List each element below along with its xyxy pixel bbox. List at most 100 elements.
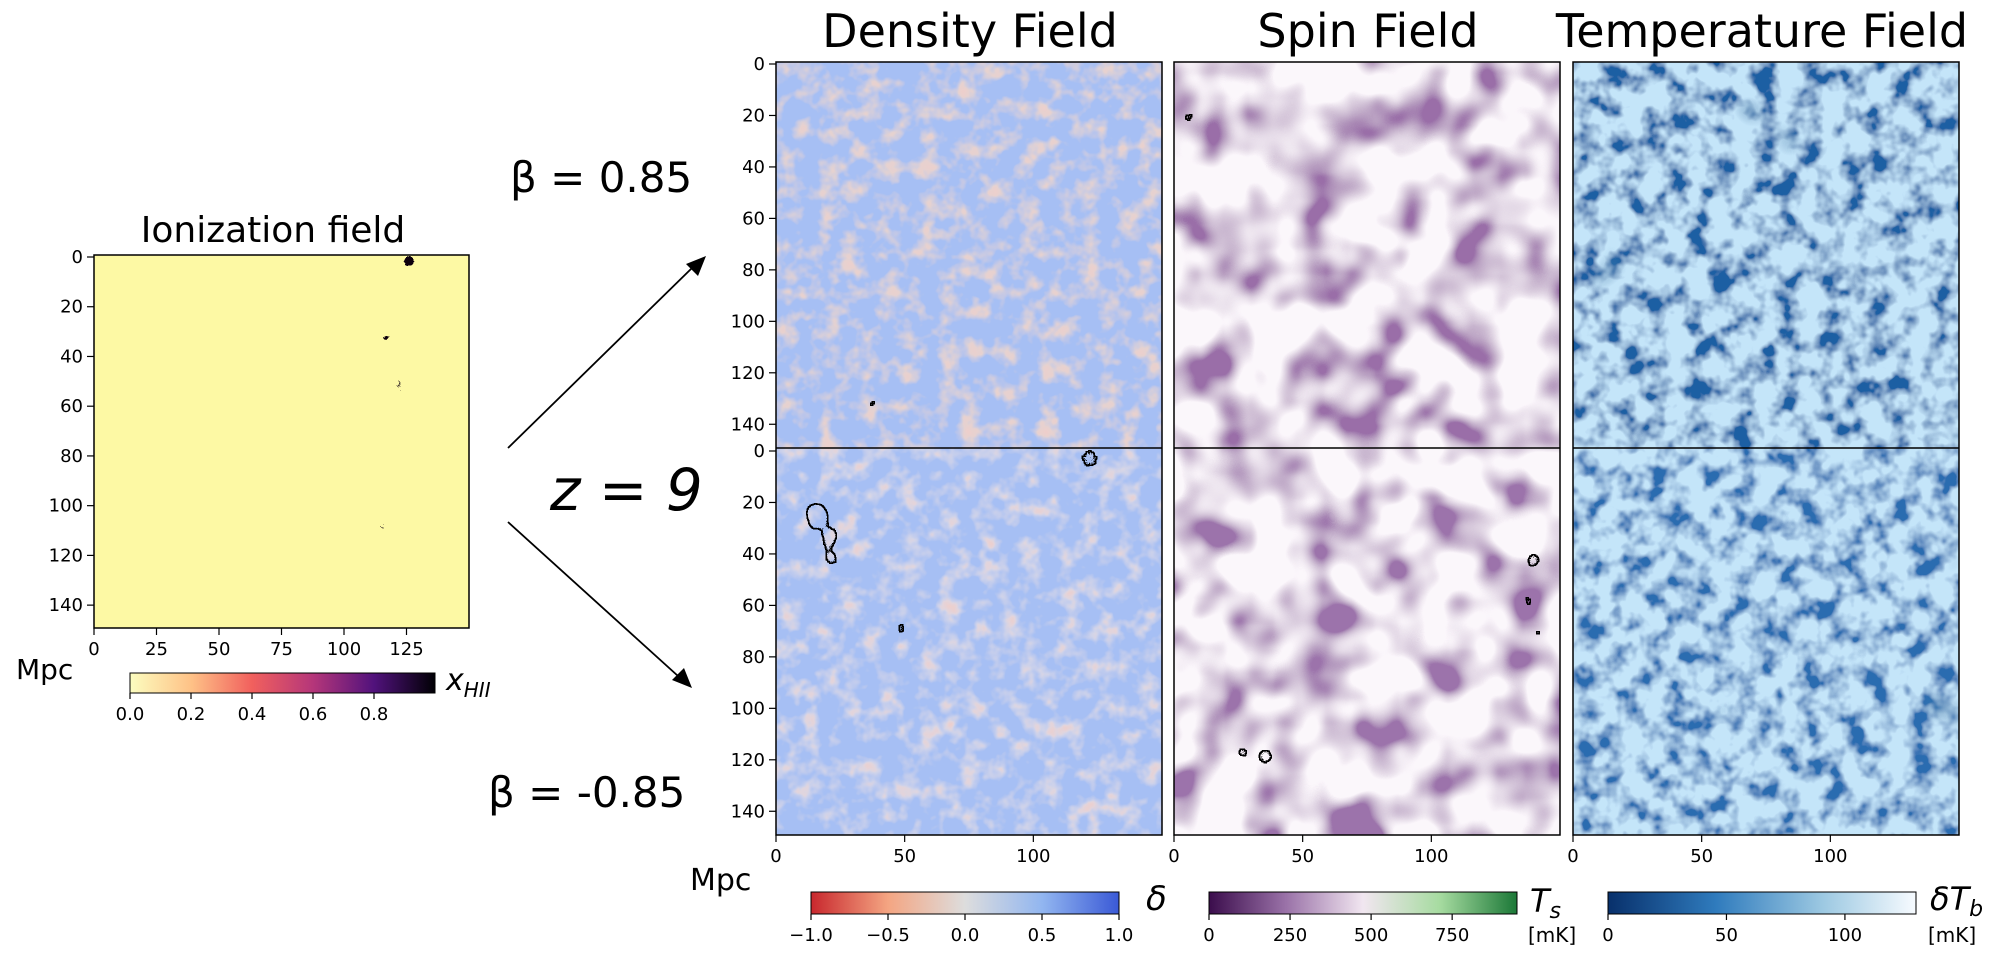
redshift-label: z = 9: [549, 456, 703, 524]
grid-axis-ticks: 0 20 40 60 80 100 120 140 0 20 40 60 80 100 120 140 0 50 1…: [731, 54, 1848, 867]
ionization-panel: Ionization field 0 20 40 60 80 100 120 140 0 25 5…: [16, 210, 491, 725]
grid-top-ytick-label: 80: [742, 260, 765, 281]
grid-bottom-ytick-label: 0: [754, 441, 765, 462]
arrow-down-head: [672, 668, 692, 688]
ionization-ytick-label: 140: [49, 595, 83, 616]
beta-bottom-label: β = -0.85: [488, 768, 685, 817]
temperature-colorbar-tick-label: 50: [1715, 925, 1738, 946]
grid-unit: Mpc: [690, 863, 751, 898]
beta-top-label: β = 0.85: [510, 153, 692, 202]
temperature-panel: [1572, 61, 1960, 836]
ionization-unit: Mpc: [16, 653, 73, 686]
spin-xtick-label: 50: [1291, 846, 1314, 867]
density-colorbar-group: δ: [810, 879, 1167, 919]
grid-bottom-ytick-label: 40: [742, 544, 765, 565]
ionization-xtick-label: 100: [327, 639, 361, 660]
ionization-ytick-label: 40: [60, 346, 83, 367]
ionization-colorbar-tick-label: 0.6: [299, 704, 328, 725]
ionization-ytick-label: 100: [49, 496, 83, 517]
spin-colorbar-label-sub: s: [1550, 899, 1561, 924]
ionization-colorbar-label: xHII: [445, 663, 491, 702]
ionization-ytick-label: 20: [60, 297, 83, 318]
ionization-colorbar-ticks: 0.0 0.2 0.4 0.6 0.8: [116, 693, 389, 725]
spin-colorbar-label: Ts: [1530, 882, 1561, 924]
ionization-title: Ionization field: [141, 210, 406, 251]
grid-top-ytick-label: 40: [742, 157, 765, 178]
temperature-colorbar-label: δTb: [1930, 880, 1983, 922]
temperature-xtick-label: 0: [1567, 846, 1578, 867]
annotations: β = 0.85 z = 9 β = -0.85: [488, 153, 706, 817]
ionization-colorbar-tick-label: 0.4: [238, 704, 267, 725]
spin-panel: [1173, 61, 1561, 836]
density-xtick-label: 0: [770, 846, 781, 867]
spin-title: Spin Field: [1257, 4, 1478, 58]
ionization-ytick-label: 120: [49, 545, 83, 566]
density-colorbar-tick-label: −0.5: [866, 925, 910, 946]
temperature-colorbar-group: δTb [mK]: [1607, 880, 1983, 947]
temperature-map-top: [1573, 62, 1959, 448]
ionization-x-ticks: 0 25 50 75 100 125: [88, 628, 424, 660]
ionization-xtick-label: 25: [145, 639, 168, 660]
grid-bottom-ytick-label: 80: [742, 647, 765, 668]
ionization-xtick-label: 125: [389, 639, 423, 660]
ionization-xtick-label: 0: [88, 639, 99, 660]
temperature-colorbar-label-sub: b: [1969, 897, 1983, 922]
ionization-ytick-label: 0: [72, 247, 83, 268]
grid-top-ytick-label: 20: [742, 105, 765, 126]
ionization-colorbar-label-sub: HII: [464, 678, 491, 702]
arrow-up: [507, 267, 693, 449]
density-contours-top: [776, 62, 1162, 448]
temperature-colorbar-tick-label: 100: [1828, 925, 1862, 946]
density-colorbar-label: δ: [1146, 879, 1167, 919]
spin-xtick-label: 0: [1168, 846, 1179, 867]
grid-bottom-ytick-label: 120: [731, 750, 765, 771]
ionization-map: [94, 255, 469, 628]
grid-bottom-ytick-label: 60: [742, 595, 765, 616]
ionization-colorbar: [129, 672, 436, 694]
density-panel: [775, 61, 1163, 836]
density-colorbar: [810, 891, 1120, 915]
temperature-map-bottom: [1573, 448, 1959, 835]
grid-top-ytick-label: 120: [731, 363, 765, 384]
spin-colorbar-tick-label: 0: [1203, 925, 1214, 946]
spin-contours-top: [1174, 62, 1560, 448]
arrow-down: [507, 521, 679, 677]
colorbar-ticks: −1.0 −0.5 0.0 0.5 1.0 0 250 500 750 0 50 100: [789, 914, 1862, 946]
density-colorbar-tick-label: 0.0: [951, 925, 980, 946]
temperature-colorbar-tick-label: 0: [1602, 925, 1613, 946]
temperature-xtick-label: 50: [1690, 846, 1713, 867]
temperature-title: Temperature Field: [1555, 4, 1968, 58]
density-colorbar-tick-label: 1.0: [1105, 925, 1134, 946]
grid-top-ytick-label: 140: [731, 414, 765, 435]
spin-colorbar: [1208, 891, 1518, 915]
grid-top-ytick-label: 60: [742, 208, 765, 229]
ionization-xtick-label: 50: [208, 639, 231, 660]
ionization-colorbar-tick-label: 0.8: [360, 704, 389, 725]
spin-colorbar-tick-label: 250: [1273, 925, 1307, 946]
density-xtick-label: 100: [1016, 846, 1050, 867]
grid-top-ytick-label: 0: [754, 54, 765, 75]
ionization-colorbar-tick-label: 0.0: [116, 704, 145, 725]
spin-xtick-label: 100: [1414, 846, 1448, 867]
spin-contours-bottom: [1174, 448, 1560, 835]
density-xtick-label: 50: [893, 846, 916, 867]
arrow-up-head: [686, 256, 706, 276]
ionization-ytick-label: 80: [60, 446, 83, 467]
spin-colorbar-unit: [mK]: [1528, 923, 1576, 947]
grid-bottom-ytick-label: 20: [742, 492, 765, 513]
temperature-xtick-label: 100: [1813, 846, 1847, 867]
grid-top-ytick-label: 100: [731, 311, 765, 332]
ionization-colorbar-tick-label: 0.2: [177, 704, 206, 725]
ionization-ytick-label: 60: [60, 396, 83, 417]
ionization-xtick-label: 75: [270, 639, 293, 660]
spin-colorbar-group: Ts [mK]: [1208, 882, 1576, 947]
spin-colorbar-tick-label: 500: [1354, 925, 1388, 946]
density-contours-bottom: [776, 448, 1162, 835]
ionization-y-ticks: 0 20 40 60 80 100 120 140: [49, 247, 94, 616]
density-colorbar-tick-label: −1.0: [789, 925, 833, 946]
grid-bottom-ytick-label: 140: [731, 801, 765, 822]
temperature-colorbar-unit: [mK]: [1928, 923, 1976, 947]
density-title: Density Field: [822, 4, 1118, 58]
spin-colorbar-tick-label: 750: [1435, 925, 1469, 946]
